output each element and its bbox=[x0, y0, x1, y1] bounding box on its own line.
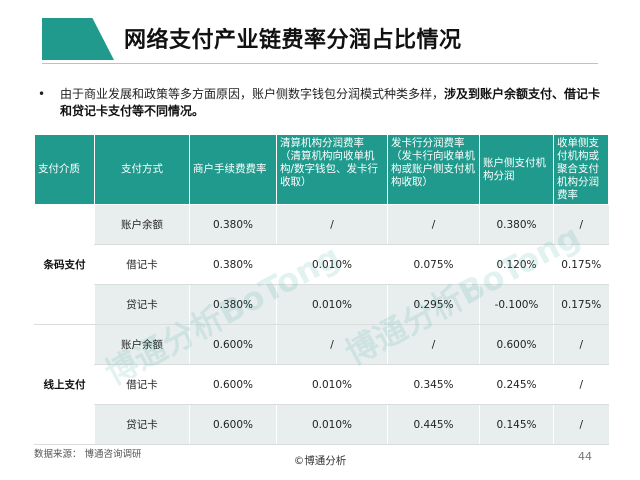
bullet-marker: • bbox=[38, 87, 46, 101]
header-merchant-fee: 商户手续费费率 bbox=[189, 134, 277, 205]
table-row: 条码支付 账户余额 0.380% / / 0.380% / bbox=[34, 204, 609, 325]
account-side-share-cell: 0.600% bbox=[479, 324, 554, 365]
merchant-fee-cell: 0.380% bbox=[189, 244, 277, 285]
acquirer-side-share-cell: 0.175% bbox=[553, 284, 609, 325]
account-side-share-cell: 0.120% bbox=[479, 244, 554, 285]
account-side-share-cell: -0.100% bbox=[479, 284, 554, 325]
table-header-row: 支付介质 支付方式 商户手续费费率 清算机构分润费率（清算机构向收单机构/数字钱… bbox=[34, 134, 609, 205]
header-issuer-share: 发卡行分润费率（发卡行向收单机构或账户侧支付机构收取） bbox=[387, 134, 480, 205]
header-acquirer-side-share: 收单侧支付机构或聚合支付机构分润费率 bbox=[553, 134, 609, 205]
title-accent-shape bbox=[42, 18, 114, 60]
copyright-footer: ©博通分析 bbox=[293, 455, 347, 467]
title-divider bbox=[42, 63, 598, 64]
table-row: 贷记卡 0.600% 0.010% 0.445% 0.145% / bbox=[35, 404, 609, 445]
method-cell: 账户余额 bbox=[94, 324, 190, 365]
clearing-share-cell: 0.010% bbox=[276, 404, 388, 445]
method-cell: 借记卡 bbox=[94, 244, 190, 285]
clearing-share-cell: 0.010% bbox=[276, 244, 388, 285]
bullet-paragraph: • 由于商业发展和政策等多方面原因，账户侧数字钱包分润模式种类多样，涉及到账户余… bbox=[38, 86, 608, 120]
bullet-text: 由于商业发展和政策等多方面原因，账户侧数字钱包分润模式种类多样，涉及到账户余额支… bbox=[60, 86, 608, 120]
header-method: 支付方式 bbox=[94, 134, 190, 205]
issuer-share-cell: / bbox=[387, 324, 480, 365]
table-row: 贷记卡 0.380% 0.010% 0.295% -0.100% 0.175% bbox=[35, 284, 609, 325]
merchant-fee-cell: 0.380% bbox=[189, 284, 277, 325]
clearing-share-cell: 0.010% bbox=[276, 284, 388, 325]
table-row: 借记卡 0.600% 0.010% 0.345% 0.245% / bbox=[35, 364, 609, 405]
acquirer-side-share-cell: / bbox=[553, 204, 609, 245]
acquirer-side-share-cell: / bbox=[553, 404, 609, 445]
acquirer-side-share-cell: 0.175% bbox=[553, 244, 609, 285]
method-cell: 借记卡 bbox=[94, 364, 190, 405]
header-clearing-share: 清算机构分润费率（清算机构向收单机构/数字钱包、发卡行收取） bbox=[276, 134, 388, 205]
merchant-fee-cell: 0.600% bbox=[189, 404, 277, 445]
acquirer-side-share-cell: / bbox=[553, 364, 609, 405]
merchant-fee-cell: 0.600% bbox=[189, 324, 277, 365]
method-cell: 贷记卡 bbox=[94, 284, 190, 325]
page-number: 44 bbox=[578, 450, 592, 463]
method-cell: 账户余额 bbox=[94, 204, 190, 245]
account-side-share-cell: 0.245% bbox=[479, 364, 554, 405]
page-title: 网络支付产业链费率分润占比情况 bbox=[124, 28, 462, 53]
medium-cell-barcode: 条码支付 bbox=[34, 204, 95, 325]
issuer-share-cell: 0.345% bbox=[387, 364, 480, 405]
clearing-share-cell: / bbox=[276, 204, 388, 245]
data-source-note: 数据来源： 博通咨询调研 bbox=[34, 449, 142, 460]
merchant-fee-cell: 0.600% bbox=[189, 364, 277, 405]
bullet-text-bold: 涉及到账户余额支付、借记卡和贷记卡支付等不同情况。 bbox=[60, 87, 601, 118]
issuer-share-cell: 0.445% bbox=[387, 404, 480, 445]
fee-share-table: 支付介质 支付方式 商户手续费费率 清算机构分润费率（清算机构向收单机构/数字钱… bbox=[34, 134, 609, 445]
issuer-share-cell: 0.295% bbox=[387, 284, 480, 325]
account-side-share-cell: 0.380% bbox=[479, 204, 554, 245]
account-side-share-cell: 0.145% bbox=[479, 404, 554, 445]
header-medium: 支付介质 bbox=[34, 134, 95, 205]
header-account-side-share: 账户侧支付机构分润 bbox=[479, 134, 554, 205]
medium-cell-online: 线上支付 bbox=[34, 324, 95, 445]
issuer-share-cell: / bbox=[387, 204, 480, 245]
clearing-share-cell: / bbox=[276, 324, 388, 365]
bullet-text-plain: 由于商业发展和政策等多方面原因，账户侧数字钱包分润模式种类多样， bbox=[60, 87, 445, 101]
acquirer-side-share-cell: / bbox=[553, 324, 609, 365]
method-cell: 贷记卡 bbox=[94, 404, 190, 445]
clearing-share-cell: 0.010% bbox=[276, 364, 388, 405]
table-row: 借记卡 0.380% 0.010% 0.075% 0.120% 0.175% bbox=[35, 244, 609, 285]
issuer-share-cell: 0.075% bbox=[387, 244, 480, 285]
table-row: 线上支付 账户余额 0.600% / / 0.600% / bbox=[34, 324, 609, 445]
merchant-fee-cell: 0.380% bbox=[189, 204, 277, 245]
